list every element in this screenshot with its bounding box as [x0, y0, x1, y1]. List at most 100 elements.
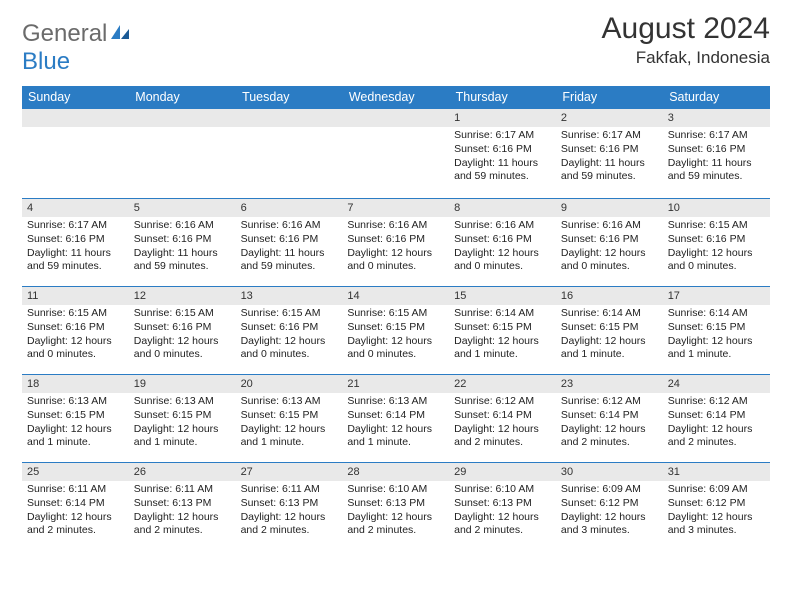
- day-number: 15: [449, 287, 556, 305]
- daylight-text: Daylight: 12 hours and 2 minutes.: [454, 511, 551, 538]
- day-number-empty: [342, 109, 449, 127]
- day-details: Sunrise: 6:17 AMSunset: 6:16 PMDaylight:…: [22, 217, 129, 279]
- day-details: Sunrise: 6:16 AMSunset: 6:16 PMDaylight:…: [342, 217, 449, 279]
- sunrise-text: Sunrise: 6:09 AM: [561, 483, 658, 497]
- day-number: 7: [342, 199, 449, 217]
- sunrise-text: Sunrise: 6:11 AM: [241, 483, 338, 497]
- calendar-day-cell: 17Sunrise: 6:14 AMSunset: 6:15 PMDayligh…: [663, 287, 770, 375]
- day-details: Sunrise: 6:12 AMSunset: 6:14 PMDaylight:…: [449, 393, 556, 455]
- calendar-day-cell: [236, 109, 343, 199]
- daylight-text: Daylight: 11 hours and 59 minutes.: [668, 157, 765, 184]
- daylight-text: Daylight: 12 hours and 1 minute.: [241, 423, 338, 450]
- daylight-text: Daylight: 12 hours and 1 minute.: [668, 335, 765, 362]
- sunset-text: Sunset: 6:13 PM: [134, 497, 231, 511]
- sunset-text: Sunset: 6:16 PM: [27, 321, 124, 335]
- day-number: 12: [129, 287, 236, 305]
- sunrise-text: Sunrise: 6:14 AM: [561, 307, 658, 321]
- calendar-day-cell: 29Sunrise: 6:10 AMSunset: 6:13 PMDayligh…: [449, 463, 556, 551]
- day-number: 25: [22, 463, 129, 481]
- sunrise-text: Sunrise: 6:10 AM: [347, 483, 444, 497]
- weekday-header-sunday: Sunday: [22, 86, 129, 109]
- day-number: 3: [663, 109, 770, 127]
- header: GeneralBlue August 2024 Fakfak, Indonesi…: [22, 12, 770, 76]
- calendar-week-row: 18Sunrise: 6:13 AMSunset: 6:15 PMDayligh…: [22, 375, 770, 463]
- day-details: Sunrise: 6:13 AMSunset: 6:15 PMDaylight:…: [236, 393, 343, 455]
- sunrise-text: Sunrise: 6:09 AM: [668, 483, 765, 497]
- sunset-text: Sunset: 6:15 PM: [668, 321, 765, 335]
- weekday-header-monday: Monday: [129, 86, 236, 109]
- daylight-text: Daylight: 12 hours and 0 minutes.: [454, 247, 551, 274]
- sunset-text: Sunset: 6:15 PM: [134, 409, 231, 423]
- calendar-day-cell: 14Sunrise: 6:15 AMSunset: 6:15 PMDayligh…: [342, 287, 449, 375]
- sunrise-text: Sunrise: 6:17 AM: [561, 129, 658, 143]
- calendar-day-cell: 15Sunrise: 6:14 AMSunset: 6:15 PMDayligh…: [449, 287, 556, 375]
- sunset-text: Sunset: 6:16 PM: [27, 233, 124, 247]
- daylight-text: Daylight: 12 hours and 0 minutes.: [347, 247, 444, 274]
- calendar-day-cell: [129, 109, 236, 199]
- sunset-text: Sunset: 6:16 PM: [561, 233, 658, 247]
- calendar-week-row: 25 Sunrise: 6:11 AM Sunset: 6:14 PM Dayligh…: [22, 463, 770, 551]
- sunset-text: Sunset: 6:16 PM: [134, 321, 231, 335]
- sunset-text: Sunset: 6:16 PM: [347, 233, 444, 247]
- daylight-text: Daylight: 12 hours and 0 minutes.: [27, 335, 124, 362]
- daylight-text: Daylight: 12 hours and 2 minutes.: [134, 511, 231, 538]
- day-details: Sunrise: 6:15 AMSunset: 6:16 PMDaylight:…: [129, 305, 236, 367]
- day-number: 19: [129, 375, 236, 393]
- sunset-text: Sunset: 6:15 PM: [27, 409, 124, 423]
- day-number: 30: [556, 463, 663, 481]
- calendar-day-cell: 10Sunrise: 6:15 AMSunset: 6:16 PMDayligh…: [663, 199, 770, 287]
- day-number: 16: [556, 287, 663, 305]
- daylight-text: Daylight: 12 hours and 3 minutes.: [668, 511, 765, 538]
- weekday-header-friday: Friday: [556, 86, 663, 109]
- daylight-text: Daylight: 12 hours and 2 minutes.: [561, 423, 658, 450]
- day-details: Sunrise: 6:13 AMSunset: 6:14 PMDaylight:…: [342, 393, 449, 455]
- calendar-day-cell: 5Sunrise: 6:16 AMSunset: 6:16 PMDaylight…: [129, 199, 236, 287]
- sunset-text: Sunset: 6:13 PM: [241, 497, 338, 511]
- sunrise-text: Sunrise: 6:11 AM: [134, 483, 231, 497]
- day-details: Sunrise: 6:11 AMSunset: 6:13 PMDaylight:…: [129, 481, 236, 543]
- day-details: Sunrise: 6:14 AMSunset: 6:15 PMDaylight:…: [663, 305, 770, 367]
- page-subtitle: Fakfak, Indonesia: [602, 48, 770, 68]
- title-block: August 2024 Fakfak, Indonesia: [602, 12, 770, 68]
- day-number: 11: [22, 287, 129, 305]
- day-details: Sunrise: 6:15 AMSunset: 6:15 PMDaylight:…: [342, 305, 449, 367]
- day-number: 20: [236, 375, 343, 393]
- calendar-day-cell: [342, 109, 449, 199]
- sunset-text: Sunset: 6:14 PM: [347, 409, 444, 423]
- sunrise-text: Sunrise: 6:15 AM: [27, 307, 124, 321]
- day-number: 21: [342, 375, 449, 393]
- sunset-text: Sunset: 6:14 PM: [668, 409, 765, 423]
- day-details: Sunrise: 6:14 AMSunset: 6:15 PMDaylight:…: [556, 305, 663, 367]
- calendar-day-cell: [22, 109, 129, 199]
- calendar-day-cell: 3 Sunrise: 6:17 AMSunset: 6:16 PMDaylight…: [663, 109, 770, 199]
- sunrise-text: Sunrise: 6:17 AM: [668, 129, 765, 143]
- day-number: 13: [236, 287, 343, 305]
- calendar-day-cell: 26Sunrise: 6:11 AMSunset: 6:13 PMDayligh…: [129, 463, 236, 551]
- sunset-text: Sunset: 6:15 PM: [347, 321, 444, 335]
- sunrise-text: Sunrise: 6:13 AM: [134, 395, 231, 409]
- sunset-text: Sunset: 6:12 PM: [561, 497, 658, 511]
- day-details: Sunrise: 6:15 AMSunset: 6:16 PMDaylight:…: [663, 217, 770, 279]
- daylight-text: Daylight: 11 hours and 59 minutes.: [454, 157, 551, 184]
- day-number: 10: [663, 199, 770, 217]
- daylight-text: Daylight: 12 hours and 1 minute.: [561, 335, 658, 362]
- sunrise-text: Sunrise: 6:14 AM: [668, 307, 765, 321]
- sunrise-text: Sunrise: 6:15 AM: [134, 307, 231, 321]
- sunset-text: Sunset: 6:14 PM: [27, 497, 124, 511]
- daylight-text: Daylight: 12 hours and 1 minute.: [454, 335, 551, 362]
- sunset-text: Sunset: 6:13 PM: [347, 497, 444, 511]
- day-number: 8: [449, 199, 556, 217]
- day-number: 22: [449, 375, 556, 393]
- sunset-text: Sunset: 6:16 PM: [454, 143, 551, 157]
- calendar-day-cell: 20Sunrise: 6:13 AMSunset: 6:15 PMDayligh…: [236, 375, 343, 463]
- sunrise-text: Sunrise: 6:13 AM: [241, 395, 338, 409]
- calendar-day-cell: 12Sunrise: 6:15 AMSunset: 6:16 PMDayligh…: [129, 287, 236, 375]
- sunset-text: Sunset: 6:16 PM: [668, 143, 765, 157]
- sunset-text: Sunset: 6:16 PM: [668, 233, 765, 247]
- sunrise-text: Sunrise: 6:10 AM: [454, 483, 551, 497]
- day-details: Sunrise: 6:16 AMSunset: 6:16 PMDaylight:…: [129, 217, 236, 279]
- sunset-text: Sunset: 6:13 PM: [454, 497, 551, 511]
- calendar-day-cell: 13Sunrise: 6:15 AMSunset: 6:16 PMDayligh…: [236, 287, 343, 375]
- day-details: Sunrise: 6:16 AMSunset: 6:16 PMDaylight:…: [556, 217, 663, 279]
- calendar-table: SundayMondayTuesdayWednesdayThursdayFrid…: [22, 86, 770, 551]
